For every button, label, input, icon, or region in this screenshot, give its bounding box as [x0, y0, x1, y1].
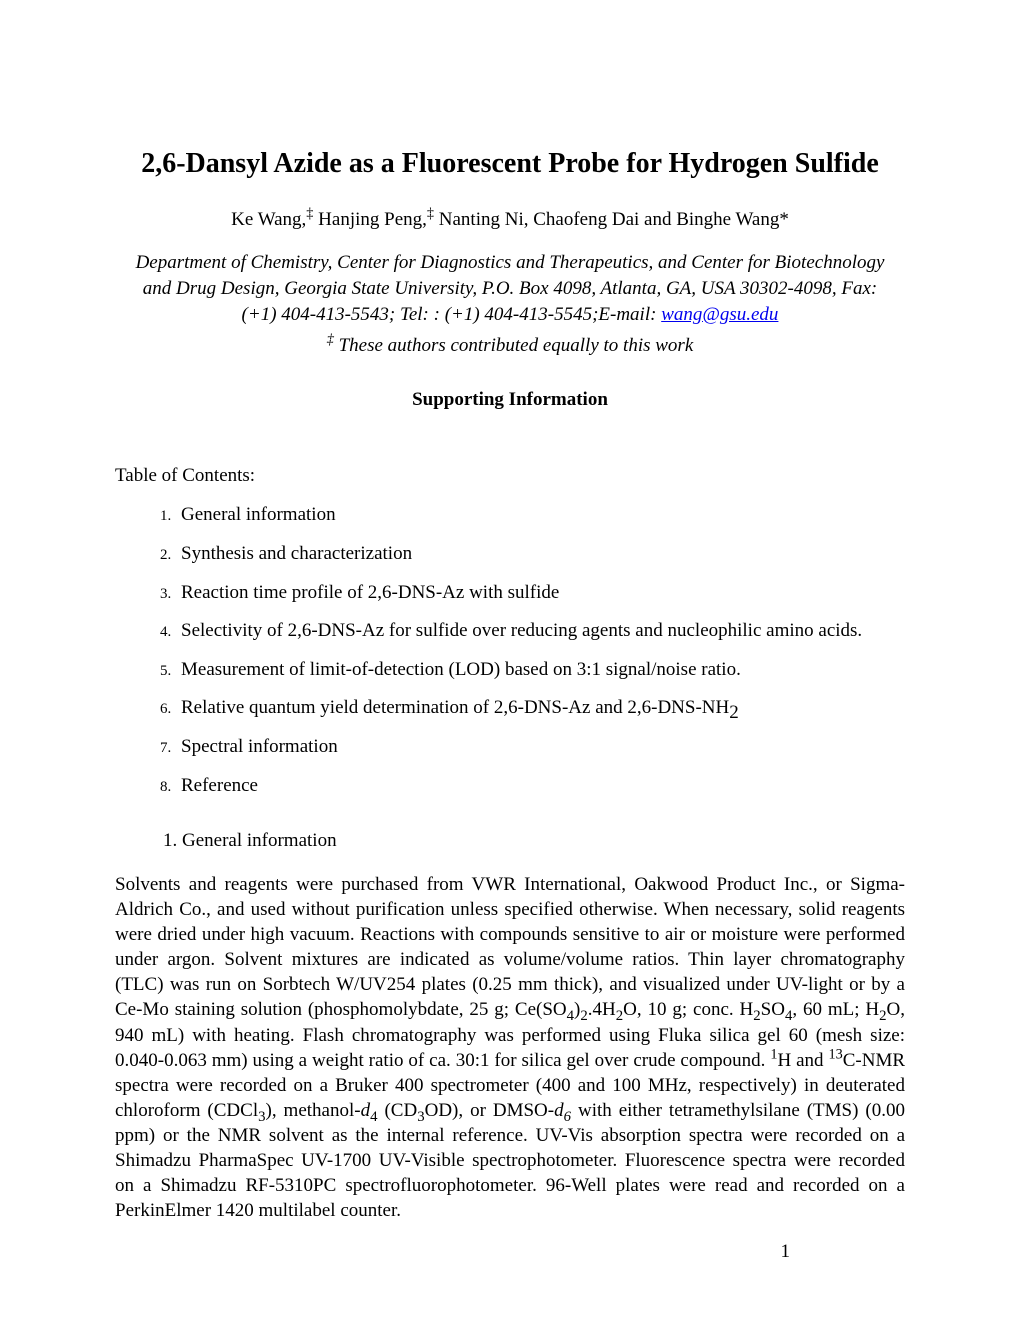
- toc-heading: Table of Contents:: [115, 463, 905, 489]
- email-link[interactable]: wang@gsu.edu: [661, 304, 778, 325]
- toc-item-text: Reaction time profile of 2,6-DNS-Az with…: [181, 582, 559, 603]
- page-number: 1: [781, 1239, 791, 1265]
- toc-item-text: Relative quantum yield determination of …: [181, 697, 739, 718]
- toc-item: Reference: [175, 773, 905, 799]
- toc-list: General information Synthesis and charac…: [115, 502, 905, 798]
- toc-item: Measurement of limit-of-detection (LOD) …: [175, 657, 905, 683]
- toc-item: Relative quantum yield determination of …: [175, 695, 905, 721]
- affiliation-block: Department of Chemistry, Center for Diag…: [135, 250, 885, 327]
- toc-item-text: Synthesis and characterization: [181, 543, 412, 564]
- section-1-body: Solvents and reagents were purchased fro…: [115, 872, 905, 1223]
- toc-item: Reaction time profile of 2,6-DNS-Az with…: [175, 580, 905, 606]
- toc-item-text: Selectivity of 2,6-DNS-Az for sulfide ov…: [181, 620, 862, 641]
- toc-item: Selectivity of 2,6-DNS-Az for sulfide ov…: [175, 618, 905, 644]
- authors-line: Ke Wang,‡ Hanjing Peng,‡ Nanting Ni, Cha…: [115, 207, 905, 233]
- toc-item: General information: [175, 502, 905, 528]
- paper-title: 2,6-Dansyl Azide as a Fluorescent Probe …: [115, 145, 905, 183]
- toc-item-text: Measurement of limit-of-detection (LOD) …: [181, 659, 741, 680]
- section-1-heading: 1. General information: [163, 828, 905, 854]
- equal-contribution-note: ‡ These authors contributed equally to t…: [115, 333, 905, 359]
- toc-item: Spectral information: [175, 734, 905, 760]
- toc-item-text: Reference: [181, 775, 258, 796]
- supporting-info-heading: Supporting Information: [115, 387, 905, 413]
- toc-item-text: Spectral information: [181, 736, 338, 757]
- toc-item: Synthesis and characterization: [175, 541, 905, 567]
- toc-item-text: General information: [181, 504, 336, 525]
